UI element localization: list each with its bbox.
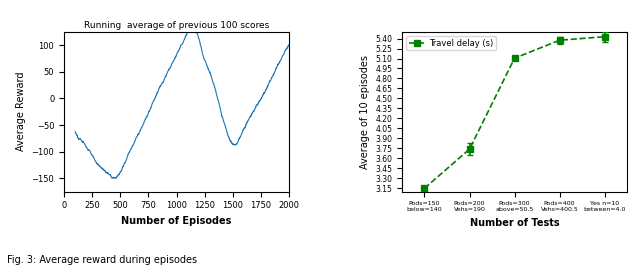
Title: Running  average of previous 100 scores: Running average of previous 100 scores <box>84 21 269 30</box>
X-axis label: Number of Tests: Number of Tests <box>470 218 559 228</box>
X-axis label: Number of Episodes: Number of Episodes <box>122 216 232 226</box>
Y-axis label: Average of 10 episodes: Average of 10 episodes <box>360 55 370 169</box>
Legend: Travel delay (s): Travel delay (s) <box>406 36 496 50</box>
Text: Fig. 3: Average reward during episodes: Fig. 3: Average reward during episodes <box>7 255 198 265</box>
Y-axis label: Average Reward: Average Reward <box>16 72 26 151</box>
